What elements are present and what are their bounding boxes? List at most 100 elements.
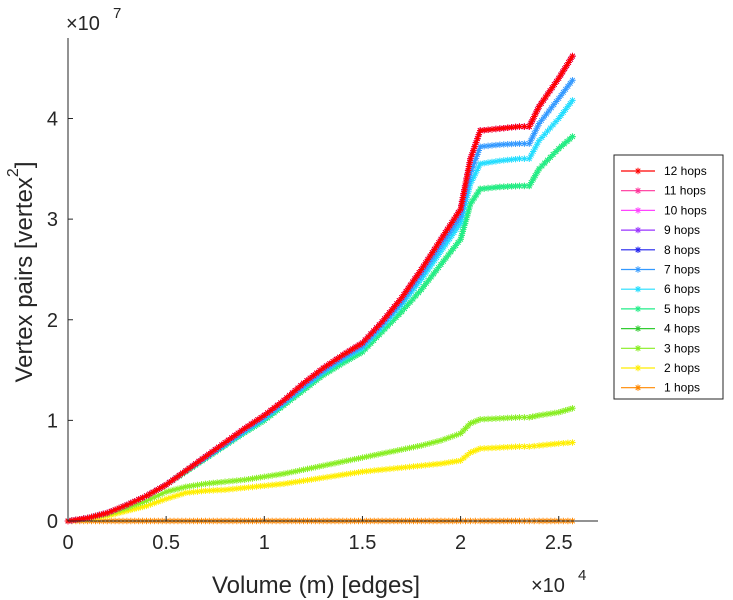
data-point (393, 300, 400, 307)
data-point (508, 414, 515, 421)
data-point (470, 162, 477, 170)
data-point (453, 458, 460, 465)
data-point (418, 442, 425, 449)
data-point (139, 499, 146, 506)
data-point (538, 134, 546, 141)
data-point (470, 448, 477, 455)
data-point (535, 165, 543, 173)
data-point (185, 465, 193, 472)
data-point (398, 298, 405, 305)
data-point (468, 151, 476, 158)
series-9-hops (64, 52, 576, 525)
x-tick-label: 0.5 (152, 532, 180, 554)
data-point (335, 459, 343, 466)
data-point (367, 467, 374, 475)
x-exponent-base: ×10 (531, 575, 565, 597)
data-point (329, 365, 337, 373)
data-point (466, 204, 473, 212)
data-point (225, 486, 233, 493)
data-point (557, 71, 564, 79)
data-point (484, 142, 492, 150)
data-point (527, 119, 535, 127)
data-point (437, 460, 445, 467)
data-point (143, 492, 150, 500)
data-point (409, 295, 417, 303)
data-point (146, 490, 153, 498)
data-point (308, 476, 315, 483)
y-exponent-base: ×10 (66, 13, 100, 35)
data-point (400, 295, 408, 302)
data-point (319, 364, 327, 372)
data-point (409, 278, 416, 286)
legend-entry: 11 hops (621, 184, 706, 198)
data-point (538, 100, 545, 107)
data-point (415, 289, 422, 296)
data-point (381, 325, 389, 333)
data-point (166, 479, 173, 486)
data-point (484, 159, 492, 166)
data-point (237, 484, 244, 492)
data-point (463, 212, 471, 219)
data-point (115, 504, 123, 512)
data-point (88, 513, 95, 521)
legend-label: 9 hops (664, 223, 700, 237)
data-point (280, 397, 288, 404)
data-point (488, 415, 496, 422)
data-point (431, 257, 438, 264)
data-point (446, 235, 453, 243)
data-point (461, 193, 469, 201)
data-point (488, 444, 496, 452)
data-point (508, 443, 515, 451)
data-point (166, 494, 174, 501)
data-point (415, 279, 423, 286)
data-point (450, 215, 458, 223)
data-point (215, 444, 222, 451)
data-point (473, 167, 481, 174)
data-point (453, 212, 460, 219)
data-point (569, 52, 576, 60)
data-point (512, 182, 519, 190)
data-point (547, 154, 554, 161)
data-point (472, 139, 480, 146)
data-point (367, 340, 375, 347)
legend-entry: 2 hops (621, 361, 700, 375)
data-point (284, 469, 292, 477)
series-line (67, 136, 573, 522)
legend-label: 2 hops (664, 361, 700, 375)
data-point (323, 473, 331, 481)
y-axis-label-group: Vertex pairs [vertex2] (5, 162, 38, 383)
legend-marker (634, 207, 642, 214)
data-point (405, 285, 412, 292)
data-point (162, 481, 170, 488)
series-line (67, 100, 573, 522)
data-point (567, 56, 574, 63)
data-point (453, 226, 460, 233)
series-line (67, 55, 574, 522)
legend-marker (634, 187, 642, 194)
data-point (378, 450, 386, 457)
data-point (558, 408, 566, 415)
data-point (504, 443, 511, 451)
data-point (257, 414, 265, 421)
data-point (500, 183, 507, 190)
data-point (198, 481, 205, 488)
data-point (182, 483, 189, 490)
data-point (425, 440, 433, 447)
data-point (526, 140, 533, 147)
data-point (480, 159, 488, 167)
data-point (398, 446, 405, 453)
data-point (471, 194, 478, 202)
data-point (516, 182, 523, 190)
data-point (300, 477, 307, 484)
data-point (292, 468, 299, 475)
data-point (473, 417, 481, 424)
data-point (473, 191, 480, 199)
data-point (221, 486, 229, 494)
data-point (566, 80, 574, 87)
data-point (206, 487, 213, 494)
data-point (319, 474, 327, 481)
data-point (253, 474, 260, 482)
data-point (408, 288, 415, 296)
legend-label: 6 hops (664, 282, 700, 296)
